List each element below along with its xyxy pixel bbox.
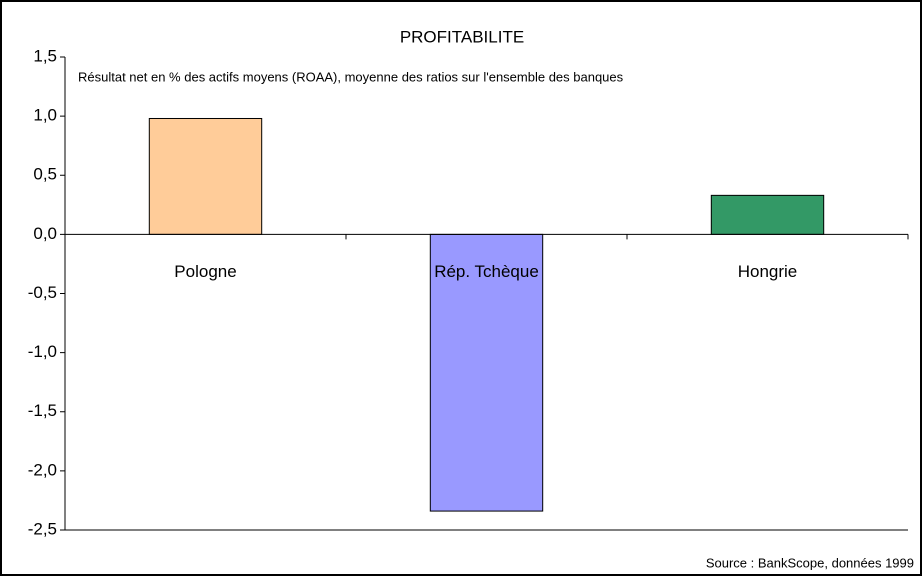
y-tick-label: 1,5 xyxy=(33,46,57,65)
x-tick-label: Rép. Tchèque xyxy=(434,262,539,281)
chart-subtitle: Résultat net en % des actifs moyens (ROA… xyxy=(78,69,624,84)
x-tick-label: Hongrie xyxy=(738,262,798,281)
y-tick-label: -1,0 xyxy=(28,342,57,361)
y-tick-label: -2,0 xyxy=(28,460,57,479)
y-tick-label: 1,0 xyxy=(33,106,57,125)
y-tick-label: -2,5 xyxy=(28,519,57,538)
bar xyxy=(710,194,825,235)
y-tick-label: -1,5 xyxy=(28,401,57,420)
bar xyxy=(148,117,263,235)
y-tick-label: 0,0 xyxy=(33,224,57,243)
source-note: Source : BankScope, données 1999 xyxy=(706,555,914,570)
x-tick-label: Pologne xyxy=(174,262,236,281)
bar xyxy=(429,233,544,512)
y-tick-label: -0,5 xyxy=(28,283,57,302)
y-tick-label: 0,5 xyxy=(33,165,57,184)
chart-title: PROFITABILITE xyxy=(400,27,524,46)
